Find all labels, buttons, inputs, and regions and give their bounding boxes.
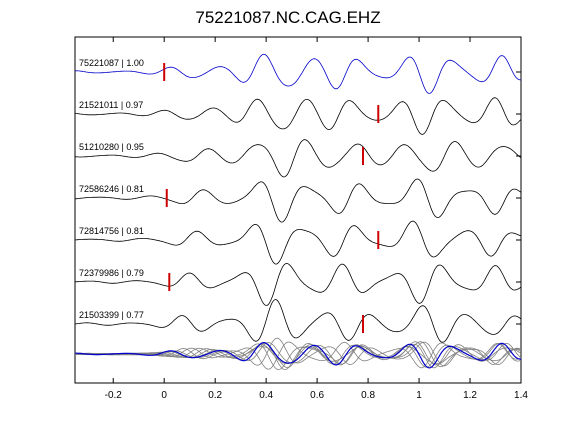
- x-tick-label: 1: [416, 390, 422, 401]
- traces: [74, 53, 522, 343]
- trace-3: [74, 139, 522, 178]
- x-axis: -0.2 0 0.2 0.4 0.6 0.8 1 1.2 1.4: [105, 37, 528, 401]
- trace-label-6: 72379986 | 0.79: [79, 268, 144, 278]
- stacked-trace-6: [75, 341, 522, 370]
- trace-2: [74, 97, 522, 135]
- x-tick-label: 0.6: [310, 390, 324, 401]
- x-tick-label: 0.2: [208, 390, 222, 401]
- trace-label-7: 21503399 | 0.77: [79, 310, 144, 320]
- stacked-traces: [74, 337, 522, 371]
- x-tick-label: 0.4: [259, 390, 273, 401]
- plot-frame: [74, 36, 522, 384]
- trace-label-4: 72586246 | 0.81: [79, 184, 144, 194]
- chart-title: 75221087.NC.CAG.EHZ: [195, 8, 381, 27]
- x-tick-label: -0.2: [105, 390, 123, 401]
- trace-5: [74, 220, 522, 265]
- trace-7: [74, 299, 522, 343]
- trace-6: [74, 263, 522, 306]
- x-tick-label: 0.8: [361, 390, 375, 401]
- trace-label-1: 75221087 | 1.00: [79, 58, 144, 68]
- pick-markers: [163, 63, 380, 333]
- stacked-master-trace: [75, 342, 521, 369]
- x-tick-label: 1.2: [463, 390, 477, 401]
- x-tick-label: 1.4: [514, 390, 528, 401]
- trace-label-2: 21521011 | 0.97: [79, 100, 143, 110]
- trace-1: [75, 53, 521, 94]
- stacked-trace-5: [74, 341, 522, 371]
- trace-label-5: 72814756 | 0.81: [79, 226, 144, 236]
- stacked-trace-7: [74, 337, 522, 367]
- trace-label-3: 51210280 | 0.95: [79, 142, 144, 152]
- trace-labels: 75221087 | 1.00 21521011 | 0.97 51210280 |…: [79, 58, 144, 320]
- x-tick-label: 0: [161, 390, 167, 401]
- trace-4: [74, 178, 522, 223]
